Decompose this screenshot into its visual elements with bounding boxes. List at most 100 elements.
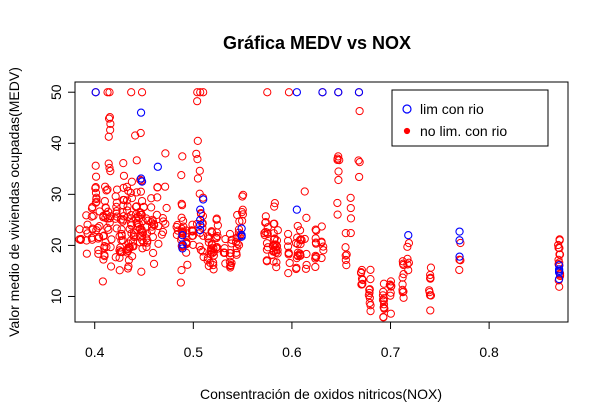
- point-no-lim-con-rio: [554, 243, 563, 252]
- point-no-lim-con-rio: [158, 227, 168, 237]
- point-no-lim-con-rio: [103, 88, 112, 97]
- point-no-lim-con-rio: [104, 132, 113, 141]
- point-no-lim-con-rio: [386, 309, 395, 318]
- point-no-lim-con-rio: [403, 242, 412, 251]
- point-no-lim-con-rio: [284, 88, 294, 97]
- point-lim-con-rio: [136, 108, 146, 117]
- point-no-lim-con-rio: [119, 171, 129, 180]
- point-no-lim-con-rio: [311, 254, 320, 263]
- point-no-lim-con-rio: [296, 251, 305, 260]
- point-no-lim-con-rio: [94, 246, 103, 255]
- point-no-lim-con-rio: [366, 307, 375, 316]
- point-no-lim-con-rio: [386, 277, 395, 286]
- point-no-lim-con-rio: [293, 221, 302, 231]
- point-no-lim-con-rio: [182, 240, 191, 249]
- x-axis-label: Consentración de oxidos nitricos(NOX): [200, 386, 442, 402]
- point-no-lim-con-rio: [83, 220, 92, 229]
- point-no-lim-con-rio: [154, 239, 163, 248]
- point-no-lim-con-rio: [142, 242, 151, 252]
- point-no-lim-con-rio: [301, 264, 311, 273]
- point-no-lim-con-rio: [426, 291, 436, 300]
- point-no-lim-con-rio: [226, 260, 235, 270]
- point-no-lim-con-rio: [124, 262, 133, 271]
- point-no-lim-con-rio: [317, 222, 326, 231]
- point-no-lim-con-rio: [403, 254, 412, 263]
- point-no-lim-con-rio: [380, 304, 389, 313]
- point-no-lim-con-rio: [104, 114, 114, 123]
- point-no-lim-con-rio: [213, 231, 222, 241]
- point-no-lim-con-rio: [296, 240, 305, 249]
- point-no-lim-con-rio: [193, 97, 202, 106]
- point-lim-con-rio: [178, 244, 187, 253]
- x-tick-label: 0.8: [479, 344, 499, 360]
- point-no-lim-con-rio: [119, 183, 128, 192]
- y-axis-label: Valor medio de viviendas ocupadas(MEDV): [6, 67, 22, 337]
- point-no-lim-con-rio: [89, 211, 98, 220]
- point-no-lim-con-rio: [365, 285, 374, 294]
- point-no-lim-con-rio: [366, 265, 375, 274]
- chart-title: Gráfica MEDV vs NOX: [223, 33, 411, 53]
- point-no-lim-con-rio: [107, 235, 116, 244]
- point-lim-con-rio: [196, 215, 205, 225]
- point-no-lim-con-rio: [161, 149, 170, 158]
- point-no-lim-con-rio: [225, 229, 235, 239]
- point-no-lim-con-rio: [311, 262, 320, 272]
- point-no-lim-con-rio: [106, 125, 115, 135]
- point-no-lim-con-rio: [105, 218, 114, 227]
- point-no-lim-con-rio: [333, 210, 342, 219]
- point-no-lim-con-rio: [149, 219, 158, 229]
- point-no-lim-con-rio: [176, 278, 185, 287]
- point-no-lim-con-rio: [284, 269, 293, 278]
- point-no-lim-con-rio: [147, 218, 156, 227]
- point-lim-con-rio: [153, 162, 162, 171]
- point-no-lim-con-rio: [162, 203, 171, 213]
- point-no-lim-con-rio: [124, 244, 133, 253]
- point-no-lim-con-rio: [87, 204, 97, 213]
- point-no-lim-con-rio: [95, 222, 104, 231]
- point-no-lim-con-rio: [104, 159, 113, 168]
- point-lim-con-rio: [237, 232, 246, 241]
- point-lim-con-rio: [91, 88, 100, 97]
- point-no-lim-con-rio: [334, 175, 343, 185]
- point-no-lim-con-rio: [91, 183, 100, 192]
- point-no-lim-con-rio: [317, 253, 326, 263]
- point-no-lim-con-rio: [177, 201, 187, 210]
- point-no-lim-con-rio: [300, 187, 309, 196]
- point-no-lim-con-rio: [554, 255, 563, 265]
- point-no-lim-con-rio: [131, 131, 140, 140]
- point-no-lim-con-rio: [311, 234, 320, 243]
- point-no-lim-con-rio: [124, 186, 133, 195]
- point-no-lim-con-rio: [142, 214, 151, 223]
- point-no-lim-con-rio: [199, 88, 208, 97]
- point-no-lim-con-rio: [106, 167, 115, 176]
- point-no-lim-con-rio: [398, 285, 407, 294]
- point-no-lim-con-rio: [195, 166, 204, 175]
- point-no-lim-con-rio: [193, 174, 203, 183]
- point-no-lim-con-rio: [272, 258, 281, 267]
- x-tick-label: 0.5: [184, 344, 204, 360]
- point-no-lim-con-rio: [300, 234, 309, 244]
- point-no-lim-con-rio: [161, 219, 170, 228]
- point-no-lim-con-rio: [117, 236, 126, 245]
- x-tick-label: 0.6: [282, 344, 302, 360]
- point-no-lim-con-rio: [105, 163, 114, 173]
- legend: lim con rio no lim. con rio: [391, 89, 549, 147]
- point-no-lim-con-rio: [365, 285, 374, 294]
- point-no-lim-con-rio: [177, 171, 186, 180]
- point-no-lim-con-rio: [136, 175, 145, 184]
- legend-marker-no-lim-con-rio: [403, 127, 411, 135]
- point-no-lim-con-rio: [398, 259, 408, 268]
- point-no-lim-con-rio: [106, 262, 116, 271]
- point-no-lim-con-rio: [333, 198, 342, 208]
- point-no-lim-con-rio: [178, 216, 188, 225]
- point-no-lim-con-rio: [379, 279, 389, 288]
- point-no-lim-con-rio: [399, 287, 408, 296]
- x-axis: 0.4 0.5 0.6 0.7 0.8: [85, 321, 499, 360]
- point-no-lim-con-rio: [111, 214, 120, 223]
- data-points: [75, 88, 565, 322]
- point-no-lim-con-rio: [357, 268, 366, 277]
- point-no-lim-con-rio: [138, 244, 147, 253]
- point-no-lim-con-rio: [147, 222, 157, 231]
- point-no-lim-con-rio: [112, 209, 121, 218]
